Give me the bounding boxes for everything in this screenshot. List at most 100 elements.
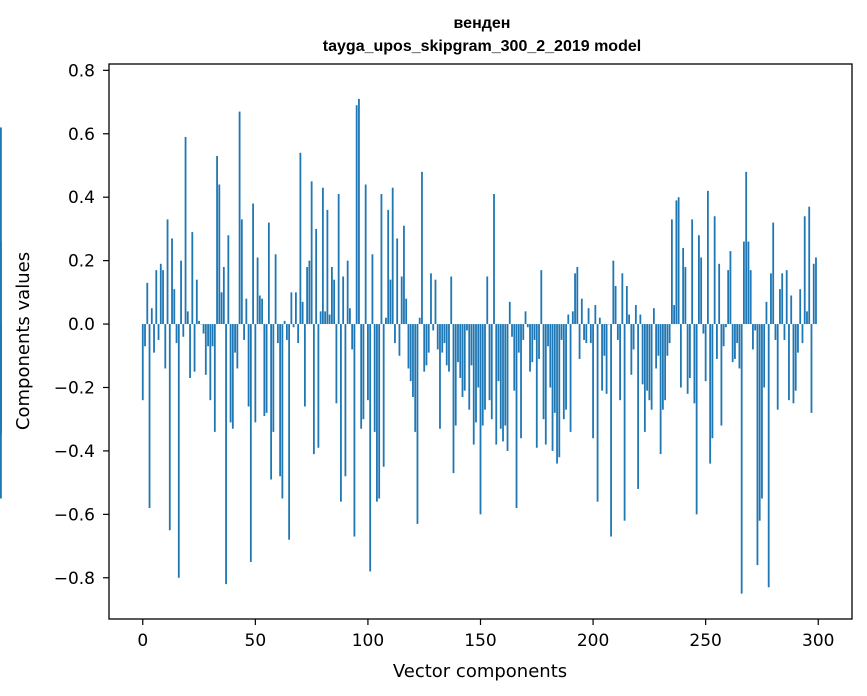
bar-211 [616, 324, 619, 340]
bar-210 [614, 286, 617, 325]
bar-97 [360, 324, 363, 429]
bar-46 [245, 298, 248, 325]
x-axis-ticks: 0 50 100 150 200 250 300 [137, 619, 834, 651]
bar-51 [256, 257, 259, 325]
bar-87 [337, 194, 340, 325]
bar-217 [630, 324, 633, 375]
bar-15 [175, 324, 178, 344]
bar-175 [535, 324, 538, 448]
bar-220 [637, 324, 640, 489]
bar-190 [569, 324, 572, 432]
bar-78 [317, 324, 320, 448]
bar-162 [506, 324, 509, 451]
bar-170 [524, 311, 527, 325]
bar-274 [758, 324, 761, 521]
x-tick-label: 100 [352, 631, 384, 651]
bar-95 [355, 105, 358, 325]
bar-56 [267, 222, 270, 325]
bar-52 [258, 295, 261, 325]
bar-206 [605, 324, 608, 394]
bar-137 [450, 276, 453, 325]
bar-244 [691, 219, 694, 325]
bar-116 [403, 225, 405, 325]
bar-31 [211, 324, 214, 347]
bar-204 [601, 324, 603, 391]
bar-112 [394, 324, 396, 344]
bar-271 [752, 324, 754, 350]
bar-130 [434, 279, 437, 325]
bar-297 [810, 324, 813, 413]
bar-176 [538, 324, 540, 359]
bar-168 [520, 324, 522, 439]
bar-99 [364, 184, 367, 325]
bar-267 [743, 241, 745, 325]
x-tick-label: 0 [137, 631, 148, 651]
bar-154 [488, 324, 491, 401]
bar-92 [349, 308, 351, 325]
bar-75 [310, 181, 313, 325]
bar-282 [776, 324, 779, 410]
bar-198 [587, 308, 590, 325]
bar-20 [186, 311, 189, 325]
bar-228 [655, 324, 658, 369]
bar-81 [324, 311, 327, 325]
bar-47 [247, 324, 250, 407]
bar-140 [457, 324, 459, 363]
bar-34 [218, 184, 221, 325]
chart-subtitle: tayga_upos_skipgram_300_2_2019 model [323, 38, 641, 55]
x-tick-label: 250 [689, 631, 721, 651]
bar-177 [540, 270, 543, 325]
bar-296 [808, 206, 811, 325]
bar-6 [155, 270, 158, 325]
bar-290 [794, 324, 797, 391]
bar-235 [670, 219, 673, 325]
bar-101 [369, 324, 372, 572]
bar-160 [502, 324, 504, 442]
bar-121 [414, 324, 417, 432]
bar-221 [639, 314, 642, 325]
bar-142 [461, 324, 464, 397]
bar-62 [281, 324, 284, 499]
bar-225 [648, 324, 651, 401]
bar-209 [612, 260, 615, 325]
x-tick-label: 300 [802, 631, 834, 651]
bar-60 [276, 324, 279, 344]
bar-9 [162, 270, 164, 325]
bar-12 [168, 324, 171, 531]
bar-5 [153, 324, 155, 353]
bar-269 [747, 241, 750, 325]
bar-164 [511, 324, 513, 337]
bar-94 [353, 324, 356, 537]
bar-38 [227, 235, 230, 325]
bar-284 [781, 273, 784, 325]
bar-84 [331, 266, 333, 325]
bar-163 [508, 301, 511, 325]
bar-110 [389, 279, 392, 325]
bar-255 [716, 324, 718, 359]
bar-14 [173, 289, 176, 325]
bar-259 [725, 324, 727, 328]
bar-223 [643, 324, 646, 432]
bar-249 [702, 324, 705, 334]
bar-133 [441, 324, 444, 353]
bar-203 [598, 317, 601, 325]
bar-0 [141, 324, 144, 401]
bar-152 [484, 324, 486, 410]
bar-27 [202, 324, 205, 334]
bar-273 [756, 324, 759, 566]
bar-45 [243, 324, 245, 340]
bar-17 [180, 260, 182, 325]
bar-247 [698, 235, 700, 325]
bar-270 [749, 270, 752, 325]
bar-127 [427, 324, 430, 353]
bar-145 [468, 324, 471, 410]
bar-200 [592, 324, 594, 439]
bar-169 [522, 324, 525, 340]
bar-73 [306, 266, 309, 325]
bar-55 [265, 324, 268, 413]
bar-21 [189, 324, 191, 378]
bar-108 [385, 317, 387, 325]
bar-16 [177, 324, 180, 578]
bar-212 [619, 324, 621, 401]
bar-118 [407, 324, 410, 369]
